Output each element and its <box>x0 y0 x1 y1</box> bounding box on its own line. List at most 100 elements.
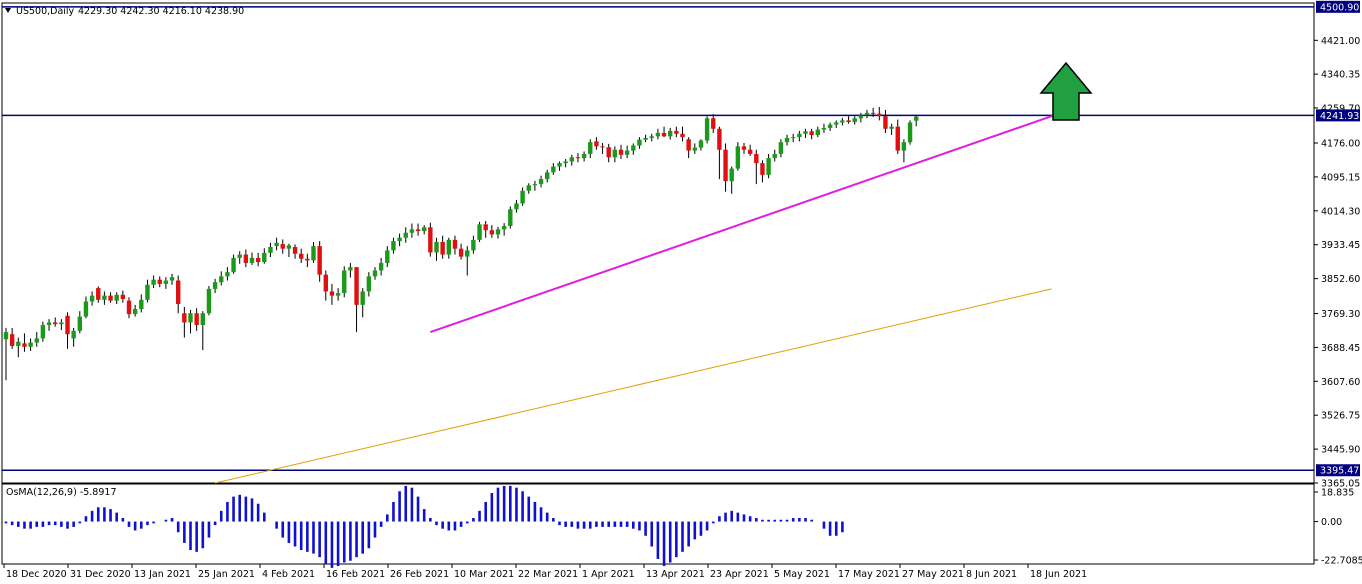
osma-histogram <box>4 485 844 568</box>
candle-body <box>9 334 15 346</box>
candle <box>378 257 384 276</box>
osma-tick-label: 0.00 <box>1321 517 1342 528</box>
candle-body <box>157 279 162 284</box>
candle <box>674 126 679 138</box>
candle-body <box>311 246 316 261</box>
candle-body <box>600 146 605 148</box>
candle-body <box>895 126 900 151</box>
candle <box>520 187 525 206</box>
candle-body <box>409 229 415 233</box>
candle-body <box>415 229 421 232</box>
time-tick-label: 4 Feb 2021 <box>262 569 315 580</box>
candle <box>883 109 888 133</box>
candle-body <box>274 242 279 247</box>
candle <box>495 226 501 239</box>
candle-body <box>145 284 150 300</box>
osma-label: OsMA(12,26,9) -5.8917 <box>6 487 116 498</box>
candle-body <box>458 248 464 257</box>
candle-body <box>649 136 654 138</box>
candle <box>108 292 113 303</box>
candle-body <box>243 254 249 263</box>
candle-body <box>760 163 765 175</box>
candle <box>704 116 710 144</box>
moving-average-line <box>214 288 1052 484</box>
candle-body <box>71 330 76 339</box>
candle <box>778 139 784 158</box>
candle <box>255 252 261 267</box>
candle-body <box>53 322 58 325</box>
candle-body <box>754 153 759 164</box>
candle <box>219 271 224 286</box>
candles <box>3 106 919 381</box>
candle-body <box>59 322 64 325</box>
candle-body <box>914 116 919 121</box>
candle-body <box>723 149 728 182</box>
candle-body <box>348 267 353 271</box>
candle-body <box>877 113 882 117</box>
candle <box>907 120 913 145</box>
time-tick-label: 18 Dec 2020 <box>6 569 67 580</box>
candle-body <box>889 126 894 129</box>
symbol-label: US500,Daily <box>16 6 75 17</box>
candle-body <box>391 241 396 251</box>
price-tick-label: 4176.00 <box>1321 139 1360 150</box>
candle-body <box>495 229 501 235</box>
candle-body <box>747 149 753 154</box>
candle-body <box>772 153 777 159</box>
candle-body <box>545 172 550 180</box>
candle <box>840 117 845 126</box>
candle <box>501 223 507 236</box>
price-panel[interactable] <box>1 2 1315 484</box>
candle-body <box>452 239 458 249</box>
candle <box>452 235 458 255</box>
candle <box>446 237 451 259</box>
time-tick-label: 8 Jun 2021 <box>966 569 1017 580</box>
candle <box>132 304 138 317</box>
candle <box>717 126 722 180</box>
candle-body <box>83 301 89 317</box>
candle-body <box>575 157 581 159</box>
candle-body <box>643 137 648 140</box>
candle <box>532 180 538 191</box>
candle-body <box>299 253 304 259</box>
time-tick-label: 10 Mar 2021 <box>454 569 514 580</box>
candle <box>637 137 642 149</box>
candle-body <box>655 132 661 137</box>
support-trendline[interactable] <box>430 113 1058 334</box>
candle-body <box>827 124 833 128</box>
candle-body <box>901 142 907 151</box>
candle-body <box>551 166 556 173</box>
candle-body <box>292 246 298 254</box>
candle-body <box>809 131 814 136</box>
candle <box>483 221 488 238</box>
candle <box>551 163 556 175</box>
candle <box>163 277 169 289</box>
candle-body <box>784 137 790 143</box>
candle-body <box>446 239 451 255</box>
candle <box>335 288 341 301</box>
candle <box>237 251 242 264</box>
candle <box>440 235 445 259</box>
candle-body <box>194 313 199 325</box>
triangle-down-icon[interactable] <box>5 8 11 13</box>
candle <box>514 200 519 213</box>
candle <box>120 290 126 303</box>
candle-body <box>508 209 513 227</box>
price-tick-label: 3607.60 <box>1321 377 1360 388</box>
candle-body <box>686 139 691 151</box>
level-tag-label: 3395.47 <box>1320 466 1359 477</box>
price-axis: 4421.00 4340.35 4259.70 4176.00 4095.15 4014.… <box>1314 36 1360 490</box>
candle-body <box>114 294 119 301</box>
candle-body <box>581 153 587 159</box>
candle-body <box>323 274 328 292</box>
price-tick-label: 3769.30 <box>1321 309 1360 320</box>
up-arrow-icon[interactable] <box>1039 61 1093 121</box>
candle <box>391 237 396 254</box>
candle-body <box>96 288 101 300</box>
trendline[interactable] <box>430 113 1058 334</box>
candle <box>797 130 802 142</box>
candle <box>157 276 162 288</box>
candle <box>649 133 654 142</box>
candle <box>784 134 790 146</box>
